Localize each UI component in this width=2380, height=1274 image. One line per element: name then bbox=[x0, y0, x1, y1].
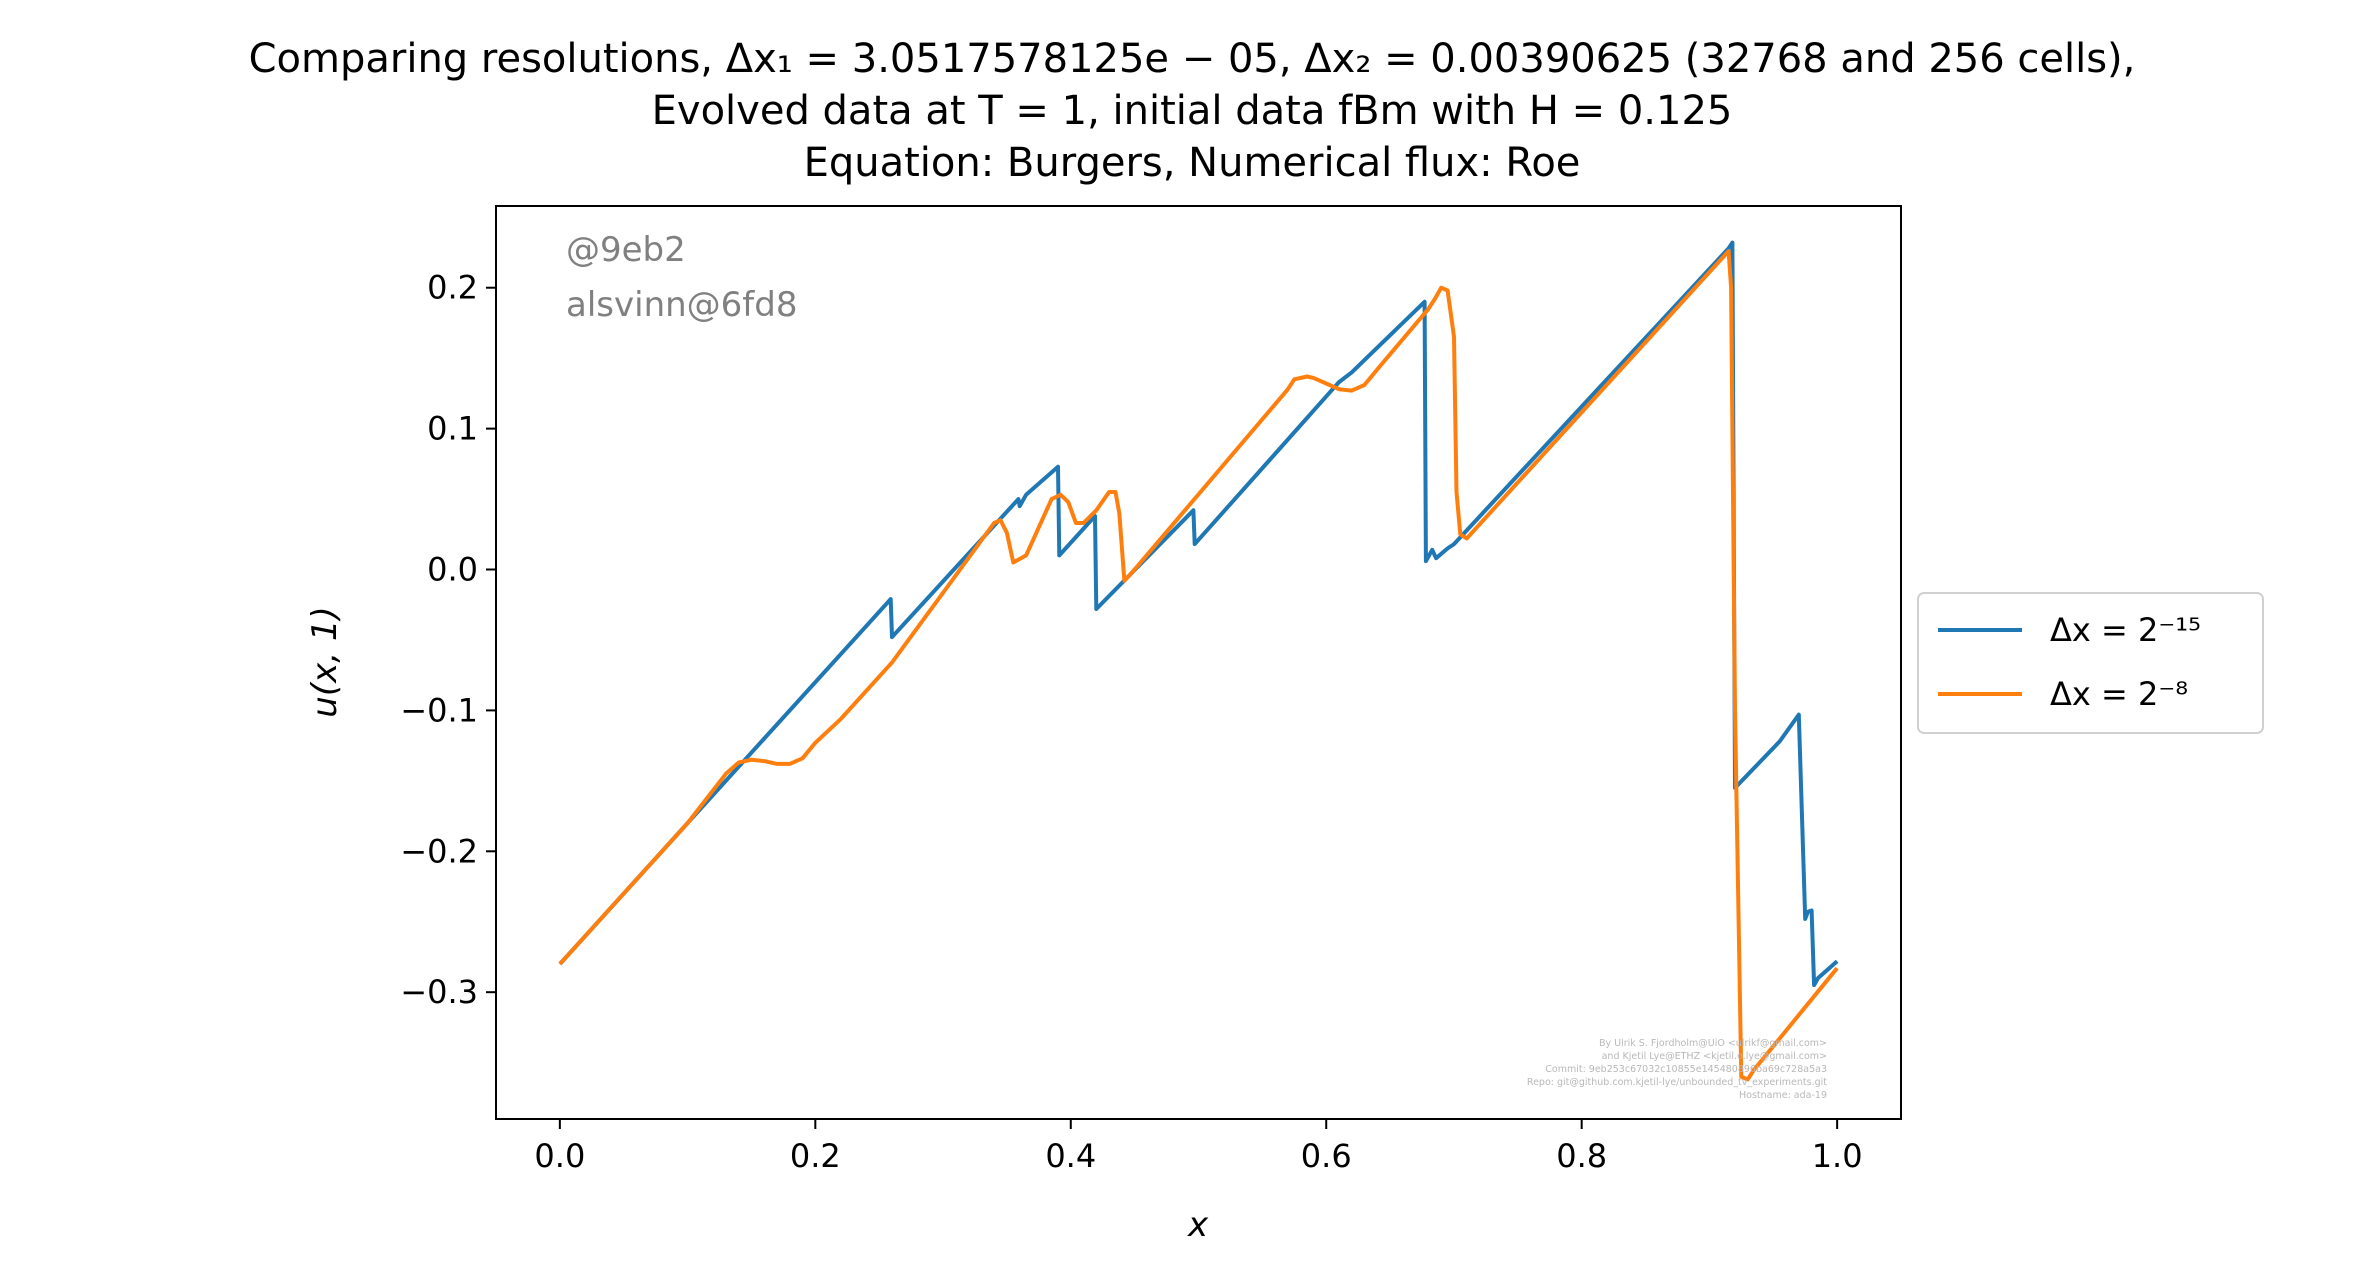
title-line-3: Equation: Burgers, Numerical flux: Roe bbox=[804, 140, 1581, 186]
x-axis: 0.0 0.2 0.4 0.6 0.8 1.0 bbox=[534, 1119, 1863, 1175]
credit-line-2: and Kjetil Lye@ETHZ <kjetil.o.lye@gmail.… bbox=[1602, 1051, 1827, 1062]
x-tick-label: 0.6 bbox=[1301, 1137, 1352, 1175]
chart-title: Comparing resolutions, Δx₁ = 3.051757812… bbox=[249, 36, 2136, 186]
legend-label-fine: Δx = 2⁻¹⁵ bbox=[2050, 611, 2201, 649]
stamp-line-2: alsvinn@6fd8 bbox=[566, 285, 797, 325]
stamp-line-1: @9eb2 bbox=[566, 230, 686, 270]
title-line-2: Evolved data at T = 1, initial data fBm … bbox=[652, 88, 1733, 134]
y-tick-label: −0.2 bbox=[400, 832, 478, 870]
credit-line-1: By Ulrik S. Fjordholm@UiO <ulrikf@gmail.… bbox=[1599, 1038, 1827, 1049]
plot-area: @9eb2 alsvinn@6fd8 By Ulrik S. Fjordholm… bbox=[495, 205, 1902, 1120]
plot-frame bbox=[495, 205, 1902, 1120]
x-tick-label: 0.2 bbox=[790, 1137, 841, 1175]
y-axis: 0.2 0.1 0.0 −0.1 −0.2 −0.3 bbox=[400, 269, 496, 1011]
y-tick-label: 0.1 bbox=[427, 410, 478, 448]
y-tick-label: 0.0 bbox=[427, 551, 478, 589]
credit-line-3: Commit: 9eb253c67032c10855e145480896ba69… bbox=[1545, 1064, 1827, 1075]
x-tick-label: 1.0 bbox=[1812, 1137, 1863, 1175]
credit-line-4: Repo: git@github.com.kjetil-lye/unbounde… bbox=[1527, 1077, 1827, 1088]
x-tick-label: 0.8 bbox=[1556, 1137, 1607, 1175]
x-tick-label: 0.0 bbox=[534, 1137, 585, 1175]
title-line-1: Comparing resolutions, Δx₁ = 3.051757812… bbox=[249, 36, 2136, 82]
series-line-1 bbox=[558, 249, 1839, 1082]
series-layer bbox=[558, 240, 1839, 1082]
legend-label-coarse: Δx = 2⁻⁸ bbox=[2050, 675, 2188, 713]
credit-line-5: Hostname: ada-19 bbox=[1739, 1090, 1827, 1101]
credits: By Ulrik S. Fjordholm@UiO <ulrikf@gmail.… bbox=[1527, 1038, 1827, 1101]
y-tick-label: −0.1 bbox=[400, 691, 478, 729]
x-tick-label: 0.4 bbox=[1045, 1137, 1096, 1175]
y-axis-label: u(x, 1) bbox=[305, 606, 345, 717]
legend: Δx = 2⁻¹⁵ Δx = 2⁻⁸ bbox=[1917, 592, 2264, 734]
x-axis-label: x bbox=[1187, 1205, 1209, 1245]
y-tick-label: 0.2 bbox=[427, 269, 478, 307]
y-tick-label: −0.3 bbox=[400, 973, 478, 1011]
series-line-0 bbox=[558, 240, 1839, 988]
